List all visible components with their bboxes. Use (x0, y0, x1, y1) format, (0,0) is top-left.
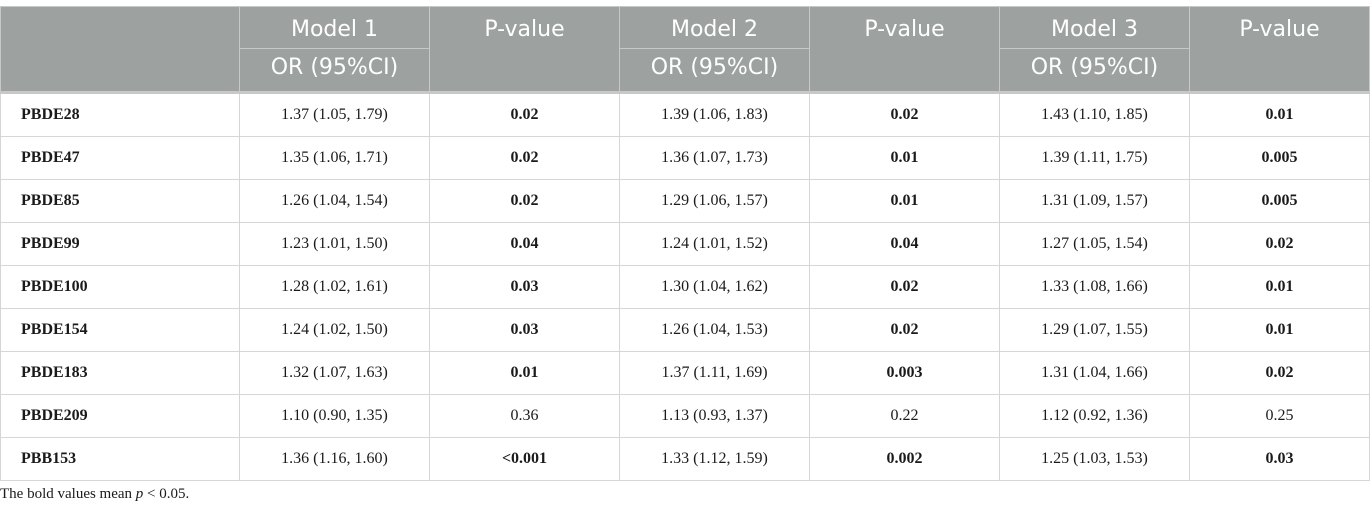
row-label: PBDE47 (0, 136, 240, 180)
model3-pvalue-cell: 0.005 (1189, 136, 1370, 180)
pvalue1-header: P-value (429, 6, 620, 93)
model2-pvalue-cell: 0.02 (809, 308, 1000, 352)
table-row: PBDE47 1.35 (1.06, 1.71) 0.02 1.36 (1.07, 1… (0, 136, 1370, 180)
model1-or-cell: 1.28 (1.02, 1.61) (239, 265, 430, 309)
model1-pvalue-cell: 0.02 (429, 91, 620, 137)
model2-pvalue-cell: 0.22 (809, 394, 1000, 438)
model3-pvalue-cell: 0.005 (1189, 179, 1370, 223)
model2-or-cell: 1.13 (0.93, 1.37) (619, 394, 810, 438)
model3-or-cell: 1.12 (0.92, 1.36) (999, 394, 1190, 438)
table-row: PBDE183 1.32 (1.07, 1.63) 0.01 1.37 (1.11, … (0, 351, 1370, 395)
model3-or-cell: 1.43 (1.10, 1.85) (999, 91, 1190, 137)
table-row: PBDE99 1.23 (1.01, 1.50) 0.04 1.24 (1.01, 1… (0, 222, 1370, 266)
model2-or-cell: 1.26 (1.04, 1.53) (619, 308, 810, 352)
model1-pvalue-cell: <0.001 (429, 437, 620, 481)
model3-pvalue-cell: 0.02 (1189, 222, 1370, 266)
model1-or-cell: 1.26 (1.04, 1.54) (239, 179, 430, 223)
footnote-var: p (135, 486, 144, 502)
model3-pvalue-cell: 0.01 (1189, 265, 1370, 309)
table-row: PBDE209 1.10 (0.90, 1.35) 0.36 1.13 (0.93, … (0, 394, 1370, 438)
model2-or-cell: 1.36 (1.07, 1.73) (619, 136, 810, 180)
table-row: PBDE28 1.37 (1.05, 1.79) 0.02 1.39 (1.06, 1… (0, 91, 1370, 137)
model2-or-cell: 1.37 (1.11, 1.69) (619, 351, 810, 395)
results-table: Model 1 P-value Model 2 P-value Model 3 … (0, 6, 1370, 481)
model3-pvalue-cell: 0.02 (1189, 351, 1370, 395)
model2-pvalue-cell: 0.02 (809, 265, 1000, 309)
table-footnote: The bold values mean p < 0.05. (0, 486, 189, 503)
model1-or-cell: 1.36 (1.16, 1.60) (239, 437, 430, 481)
table-row: PBDE100 1.28 (1.02, 1.61) 0.03 1.30 (1.04, … (0, 265, 1370, 309)
model3-or-cell: 1.27 (1.05, 1.54) (999, 222, 1190, 266)
model3-or-cell: 1.39 (1.11, 1.75) (999, 136, 1190, 180)
model1-pvalue-cell: 0.01 (429, 351, 620, 395)
model2-or-cell: 1.24 (1.01, 1.52) (619, 222, 810, 266)
footnote-prefix: The bold values mean (0, 486, 136, 502)
model2-pvalue-cell: 0.02 (809, 91, 1000, 137)
model3-or-cell: 1.25 (1.03, 1.53) (999, 437, 1190, 481)
model2-pvalue-cell: 0.002 (809, 437, 1000, 481)
model2-or-cell: 1.33 (1.12, 1.59) (619, 437, 810, 481)
model2-pvalue-cell: 0.04 (809, 222, 1000, 266)
model2-or-cell: 1.30 (1.04, 1.62) (619, 265, 810, 309)
table-row: PBDE154 1.24 (1.02, 1.50) 0.03 1.26 (1.04, … (0, 308, 1370, 352)
corner-header-cell (0, 6, 240, 93)
table-row: PBB153 1.36 (1.16, 1.60) <0.001 1.33 (1.12,… (0, 437, 1370, 481)
model2-header: Model 2 (619, 6, 810, 49)
model1-or-cell: 1.23 (1.01, 1.50) (239, 222, 430, 266)
footnote-suffix: < 0.05. (143, 486, 190, 502)
model1-or-cell: 1.37 (1.05, 1.79) (239, 91, 430, 137)
model3-header: Model 3 (999, 6, 1190, 49)
model3-pvalue-cell: 0.01 (1189, 308, 1370, 352)
model1-or-cell: 1.24 (1.02, 1.50) (239, 308, 430, 352)
row-label: PBDE85 (0, 179, 240, 223)
model2-pvalue-cell: 0.003 (809, 351, 1000, 395)
model1-or-cell: 1.35 (1.06, 1.71) (239, 136, 430, 180)
model1-pvalue-cell: 0.02 (429, 179, 620, 223)
model1-pvalue-cell: 0.04 (429, 222, 620, 266)
model3-or-cell: 1.29 (1.07, 1.55) (999, 308, 1190, 352)
model2-or-cell: 1.29 (1.06, 1.57) (619, 179, 810, 223)
pvalue3-header: P-value (1189, 6, 1370, 93)
row-label: PBDE99 (0, 222, 240, 266)
model2-orci-subheader: OR (95%CI) (619, 48, 810, 93)
model1-pvalue-cell: 0.03 (429, 265, 620, 309)
model1-pvalue-cell: 0.03 (429, 308, 620, 352)
model3-or-cell: 1.31 (1.04, 1.66) (999, 351, 1190, 395)
row-label: PBDE183 (0, 351, 240, 395)
model2-or-cell: 1.39 (1.06, 1.83) (619, 91, 810, 137)
model1-header: Model 1 (239, 6, 430, 49)
row-label: PBDE28 (0, 91, 240, 137)
model1-or-cell: 1.10 (0.90, 1.35) (239, 394, 430, 438)
model2-pvalue-cell: 0.01 (809, 136, 1000, 180)
table-header: Model 1 P-value Model 2 P-value Model 3 … (0, 6, 1370, 93)
model3-pvalue-cell: 0.03 (1189, 437, 1370, 481)
table-body: PBDE28 1.37 (1.05, 1.79) 0.02 1.39 (1.06, 1… (0, 91, 1370, 481)
row-label: PBB153 (0, 437, 240, 481)
pvalue2-header: P-value (809, 6, 1000, 93)
row-label: PBDE209 (0, 394, 240, 438)
model3-pvalue-cell: 0.01 (1189, 91, 1370, 137)
model1-pvalue-cell: 0.36 (429, 394, 620, 438)
model1-pvalue-cell: 0.02 (429, 136, 620, 180)
model3-orci-subheader: OR (95%CI) (999, 48, 1190, 93)
model3-pvalue-cell: 0.25 (1189, 394, 1370, 438)
model1-or-cell: 1.32 (1.07, 1.63) (239, 351, 430, 395)
row-label: PBDE100 (0, 265, 240, 309)
table-row: PBDE85 1.26 (1.04, 1.54) 0.02 1.29 (1.06, 1… (0, 179, 1370, 223)
model3-or-cell: 1.31 (1.09, 1.57) (999, 179, 1190, 223)
row-label: PBDE154 (0, 308, 240, 352)
model2-pvalue-cell: 0.01 (809, 179, 1000, 223)
model1-orci-subheader: OR (95%CI) (239, 48, 430, 93)
model3-or-cell: 1.33 (1.08, 1.66) (999, 265, 1190, 309)
